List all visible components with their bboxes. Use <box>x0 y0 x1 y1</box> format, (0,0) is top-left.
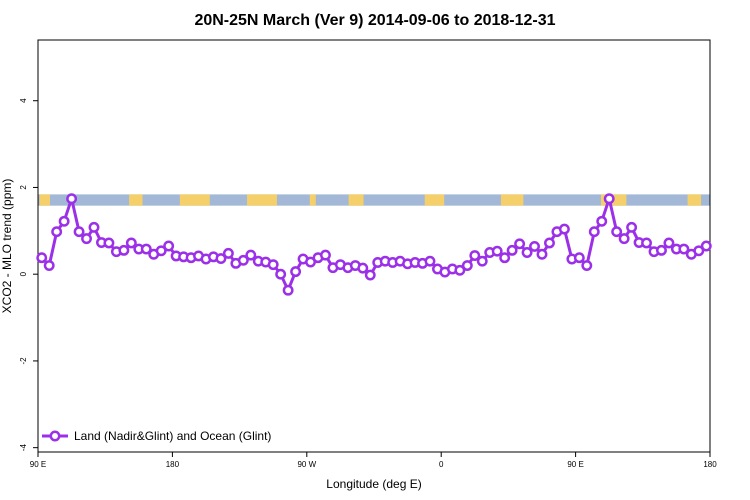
data-point <box>245 249 257 261</box>
data-point <box>678 243 690 255</box>
y-tick-label: -2 <box>19 357 28 365</box>
data-point <box>103 237 115 249</box>
data-point <box>596 215 608 227</box>
land-patch <box>129 194 143 206</box>
legend-marker-swatch <box>49 430 61 442</box>
data-point <box>529 240 540 252</box>
x-tick-label: 180 <box>703 460 717 469</box>
data-point <box>237 254 249 266</box>
data-point <box>222 247 234 259</box>
legend-label: Land (Nadir&Glint) and Ocean (Glint) <box>74 429 271 443</box>
data-point <box>618 233 630 245</box>
data-point <box>476 255 488 267</box>
data-point <box>700 240 712 252</box>
data-point <box>558 223 570 235</box>
x-tick-label: 90 W <box>297 460 316 469</box>
data-point <box>641 237 652 249</box>
data-point <box>603 193 615 205</box>
data-point <box>588 226 600 238</box>
land-patch <box>247 194 277 206</box>
data-point <box>58 215 70 227</box>
y-tick-label: 0 <box>19 271 28 276</box>
data-point <box>155 245 167 257</box>
land-patch <box>687 194 702 206</box>
data-point <box>51 226 63 238</box>
data-point <box>125 237 137 249</box>
data-point <box>364 269 376 281</box>
data-point <box>320 249 331 261</box>
data-point <box>536 248 548 260</box>
data-point <box>163 240 175 252</box>
data-point <box>544 237 555 249</box>
land-patch <box>500 194 524 206</box>
data-point <box>491 245 503 257</box>
y-tick-label: -4 <box>19 444 28 452</box>
data-point <box>656 244 667 256</box>
data-point <box>573 252 585 264</box>
data-point <box>43 260 55 271</box>
chart-title: 20N-25N March (Ver 9) 2014-09-06 to 2018… <box>194 12 555 29</box>
data-point <box>215 253 227 265</box>
land-patch <box>348 194 364 206</box>
data-point <box>521 247 533 258</box>
data-point <box>581 260 593 271</box>
data-point <box>290 266 302 278</box>
data-point <box>626 221 638 233</box>
data-point <box>275 268 287 280</box>
x-axis: 90 E 180 90 W 0 90 E 180 <box>30 452 717 469</box>
data-point <box>663 237 675 249</box>
legend: Land (Nadir&Glint) and Ocean (Glint) <box>42 429 271 443</box>
data-point <box>81 233 92 245</box>
data-point <box>424 255 436 267</box>
y-tick-label: 2 <box>19 185 28 190</box>
data-point <box>611 226 623 238</box>
data-point <box>693 245 705 257</box>
data-point <box>73 226 85 238</box>
data-point <box>357 262 369 274</box>
data-point <box>267 259 279 271</box>
y-tick-label: 4 <box>19 98 28 103</box>
data-point <box>514 238 526 250</box>
land-patch <box>179 194 210 206</box>
ocean-band <box>38 194 710 206</box>
land-patch <box>39 194 50 206</box>
data-point <box>66 193 78 205</box>
data-point <box>118 244 130 256</box>
x-tick-label: 90 E <box>30 460 46 469</box>
y-axis-label: XCO2 - MLO trend (ppm) <box>0 179 14 314</box>
x-axis-label: Longitude (deg E) <box>326 477 421 491</box>
data-point <box>36 252 48 264</box>
x-tick-label: 180 <box>166 460 180 469</box>
x-tick-label: 90 E <box>567 460 583 469</box>
y-axis: -4 -2 0 2 4 <box>19 98 38 451</box>
data-point <box>469 250 481 261</box>
land-patch <box>309 194 316 206</box>
series-group <box>36 193 712 296</box>
data-point <box>454 264 466 276</box>
x-tick-label: 0 <box>439 460 444 469</box>
data-point <box>499 252 511 264</box>
data-point <box>282 284 294 296</box>
data-point <box>88 221 100 233</box>
land-patch <box>424 194 445 206</box>
data-point <box>506 244 518 256</box>
data-point <box>140 243 152 255</box>
data-point <box>461 260 473 271</box>
